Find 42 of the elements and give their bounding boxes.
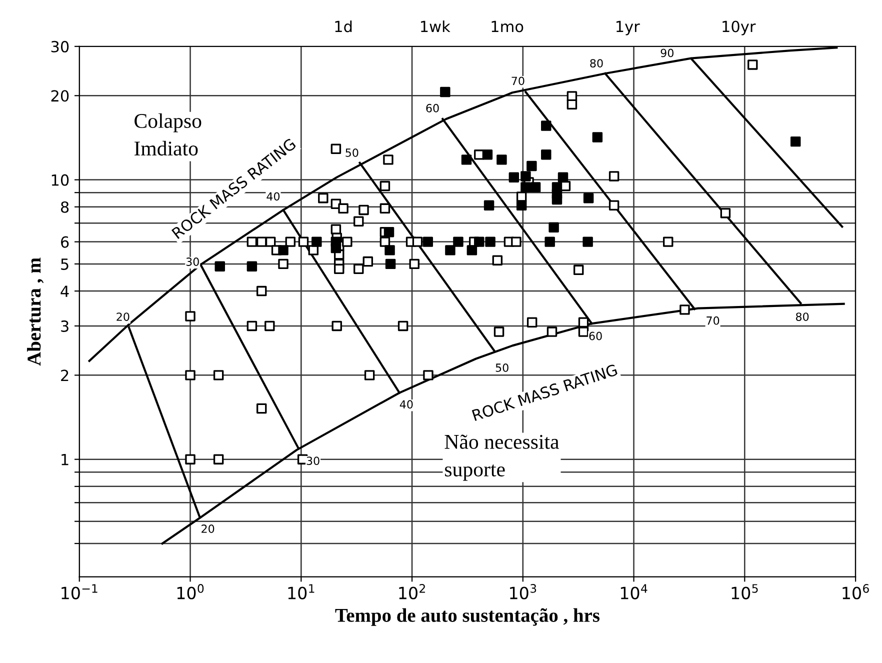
y-tick-label: 3	[61, 320, 68, 332]
text: 1yr	[616, 20, 640, 36]
x-tick-label: 10$^{6}$	[842, 584, 869, 600]
y-axis-title: Abertura , m	[27, 258, 44, 366]
y-tick-label: 20	[51, 90, 69, 102]
annotation: 60	[589, 332, 602, 340]
annotation: 50	[496, 364, 508, 372]
annotation: 30	[306, 456, 320, 466]
y-tick-label: 4	[60, 286, 69, 297]
annotation: 70	[706, 316, 720, 325]
x-tick-label: 10$^{5}$	[732, 584, 758, 600]
x-tick-label: 10$^{−1}$	[62, 584, 98, 600]
annotation: 40	[266, 192, 280, 201]
text: 1mo	[492, 20, 524, 32]
annotation: 40	[400, 400, 413, 409]
annotation: 20	[116, 312, 130, 321]
x-tick-label: 10$^{0}$	[177, 584, 204, 600]
annotation: 20	[202, 524, 214, 533]
x-tick-label: 10$^{4}$	[620, 584, 648, 600]
x-tick-label: 10$^{1}$	[288, 584, 314, 600]
text: 10yr	[722, 20, 756, 36]
annotation: 80	[796, 312, 809, 321]
x-tick-label: 10$^{2}$	[399, 584, 425, 600]
annotation: Não necessita suporte	[444, 434, 559, 481]
annotation: 90	[660, 48, 674, 58]
y-tick-label: 10	[52, 174, 69, 186]
annotation: Colapso Imdiato	[134, 113, 202, 156]
y-tick-label: 6	[61, 236, 69, 248]
y-tick-label: 2	[61, 370, 68, 381]
annotation: 80	[590, 59, 603, 68]
x-tick-label: 10$^{3}$	[510, 584, 536, 600]
text: 1d	[335, 20, 352, 32]
y-tick-label: 8	[60, 201, 69, 213]
y-tick-label: 1	[62, 454, 68, 466]
text: 1wk	[421, 20, 450, 32]
y-tick-label: 30	[51, 40, 69, 52]
annotation: 50	[346, 148, 358, 157]
annotation: 60	[426, 104, 439, 112]
annotation: 30	[186, 258, 199, 266]
x-axis-title: Tempo de auto sustentação , hrs	[335, 608, 600, 626]
y-tick-label: 5	[61, 258, 68, 270]
annotation: 70	[512, 76, 524, 86]
